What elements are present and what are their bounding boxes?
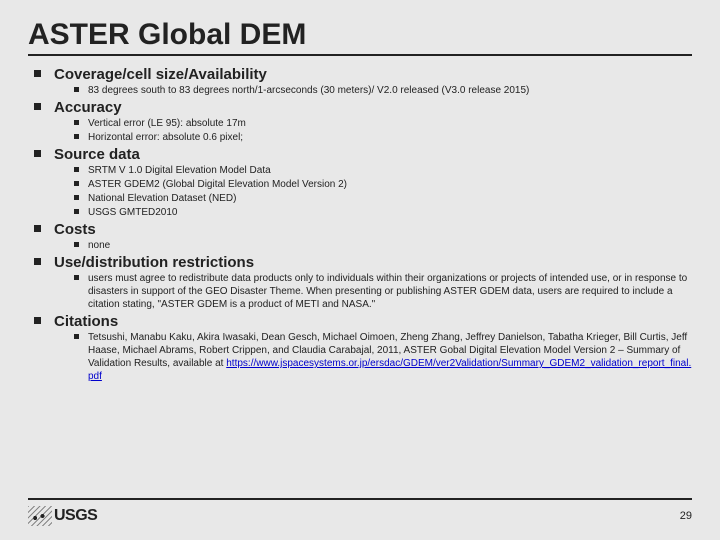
sub-list: Tetsushi, Manabu Kaku, Akira Iwasaki, De…	[54, 331, 692, 383]
logo-text: USGS	[54, 507, 97, 525]
horizontal-rule-bottom	[28, 498, 692, 500]
section: Source dataSRTM V 1.0 Digital Elevation …	[28, 146, 692, 219]
list-item: USGS GMTED2010	[70, 206, 692, 219]
list-item: ASTER GDEM2 (Global Digital Elevation Mo…	[70, 178, 692, 191]
section: AccuracyVertical error (LE 95): absolute…	[28, 99, 692, 144]
main-list: Coverage/cell size/Availability83 degree…	[28, 66, 692, 383]
list-item: none	[70, 239, 692, 252]
slide-title: ASTER Global DEM	[28, 18, 692, 52]
footer-row: USGS 29	[28, 506, 692, 526]
section: Use/distribution restrictionsusers must …	[28, 254, 692, 311]
sub-list: 83 degrees south to 83 degrees north/1-a…	[54, 84, 692, 97]
page-number: 29	[680, 510, 692, 522]
section: Costsnone	[28, 221, 692, 252]
wave-icon	[28, 506, 52, 526]
section-heading: Coverage/cell size/Availability	[54, 66, 692, 83]
section-heading: Accuracy	[54, 99, 692, 116]
list-item: National Elevation Dataset (NED)	[70, 192, 692, 205]
list-item: SRTM V 1.0 Digital Elevation Model Data	[70, 164, 692, 177]
section: CitationsTetsushi, Manabu Kaku, Akira Iw…	[28, 313, 692, 383]
section: Coverage/cell size/Availability83 degree…	[28, 66, 692, 97]
section-heading: Costs	[54, 221, 692, 238]
list-item: Vertical error (LE 95): absolute 17m	[70, 117, 692, 130]
section-heading: Source data	[54, 146, 692, 163]
horizontal-rule-top	[28, 54, 692, 56]
list-item: Tetsushi, Manabu Kaku, Akira Iwasaki, De…	[70, 331, 692, 383]
sub-list: Vertical error (LE 95): absolute 17mHori…	[54, 117, 692, 144]
sub-list: SRTM V 1.0 Digital Elevation Model DataA…	[54, 164, 692, 219]
sub-list: none	[54, 239, 692, 252]
list-item: users must agree to redistribute data pr…	[70, 272, 692, 311]
citation-link[interactable]: https://www.jspacesystems.or.jp/ersdac/G…	[88, 358, 691, 382]
usgs-logo: USGS	[28, 506, 97, 526]
footer: USGS 29	[28, 498, 692, 526]
list-item: Horizontal error: absolute 0.6 pixel;	[70, 131, 692, 144]
sub-list: users must agree to redistribute data pr…	[54, 272, 692, 311]
list-item: 83 degrees south to 83 degrees north/1-a…	[70, 84, 692, 97]
section-heading: Use/distribution restrictions	[54, 254, 692, 271]
section-heading: Citations	[54, 313, 692, 330]
